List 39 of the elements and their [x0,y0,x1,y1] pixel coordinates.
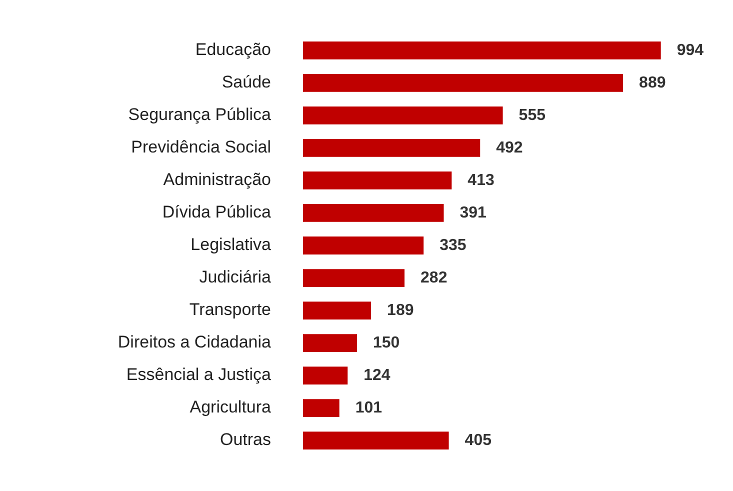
data-label: 555 [518,106,546,124]
data-label: 391 [460,204,487,222]
y-tick-label: Outras [220,430,271,450]
data-label: 492 [496,139,523,156]
bar [303,366,348,384]
data-label: 101 [355,399,382,416]
bar [303,42,661,60]
bar [303,269,405,287]
data-label: 413 [468,172,494,189]
y-tick-label: Segurança Pública [128,105,272,124]
data-label: 889 [639,74,666,92]
y-tick-label: Administração [163,170,271,190]
bar [303,74,624,92]
bar [303,139,480,157]
y-tick-label: Judiciária [199,268,272,287]
data-label: 124 [364,366,390,384]
data-label: 405 [464,432,492,449]
bar [303,399,340,417]
bar [303,172,452,190]
bar [303,236,424,254]
y-tick-label: Agricultura [190,398,272,417]
y-tick-label: Essêncial a Justiça [126,365,272,384]
y-tick-label: Saúde [222,72,271,92]
y-tick-label: Dívida Pública [162,202,272,222]
bar [303,302,372,320]
data-label: 335 [440,236,466,254]
bar [303,334,357,352]
y-tick-label: Educação [195,40,271,60]
bar [303,106,503,124]
data-label: 994 [676,42,704,59]
y-tick-label: Direitos a Cidadania [118,332,272,352]
bar [303,204,444,222]
data-label: 189 [387,302,414,319]
data-label: 150 [373,334,400,352]
y-tick-label: Transporte [189,300,271,320]
data-label: 282 [420,269,448,286]
y-tick-label: Legislativa [190,235,272,254]
bar [303,432,449,450]
y-tick-label: Previdência Social [131,138,271,157]
